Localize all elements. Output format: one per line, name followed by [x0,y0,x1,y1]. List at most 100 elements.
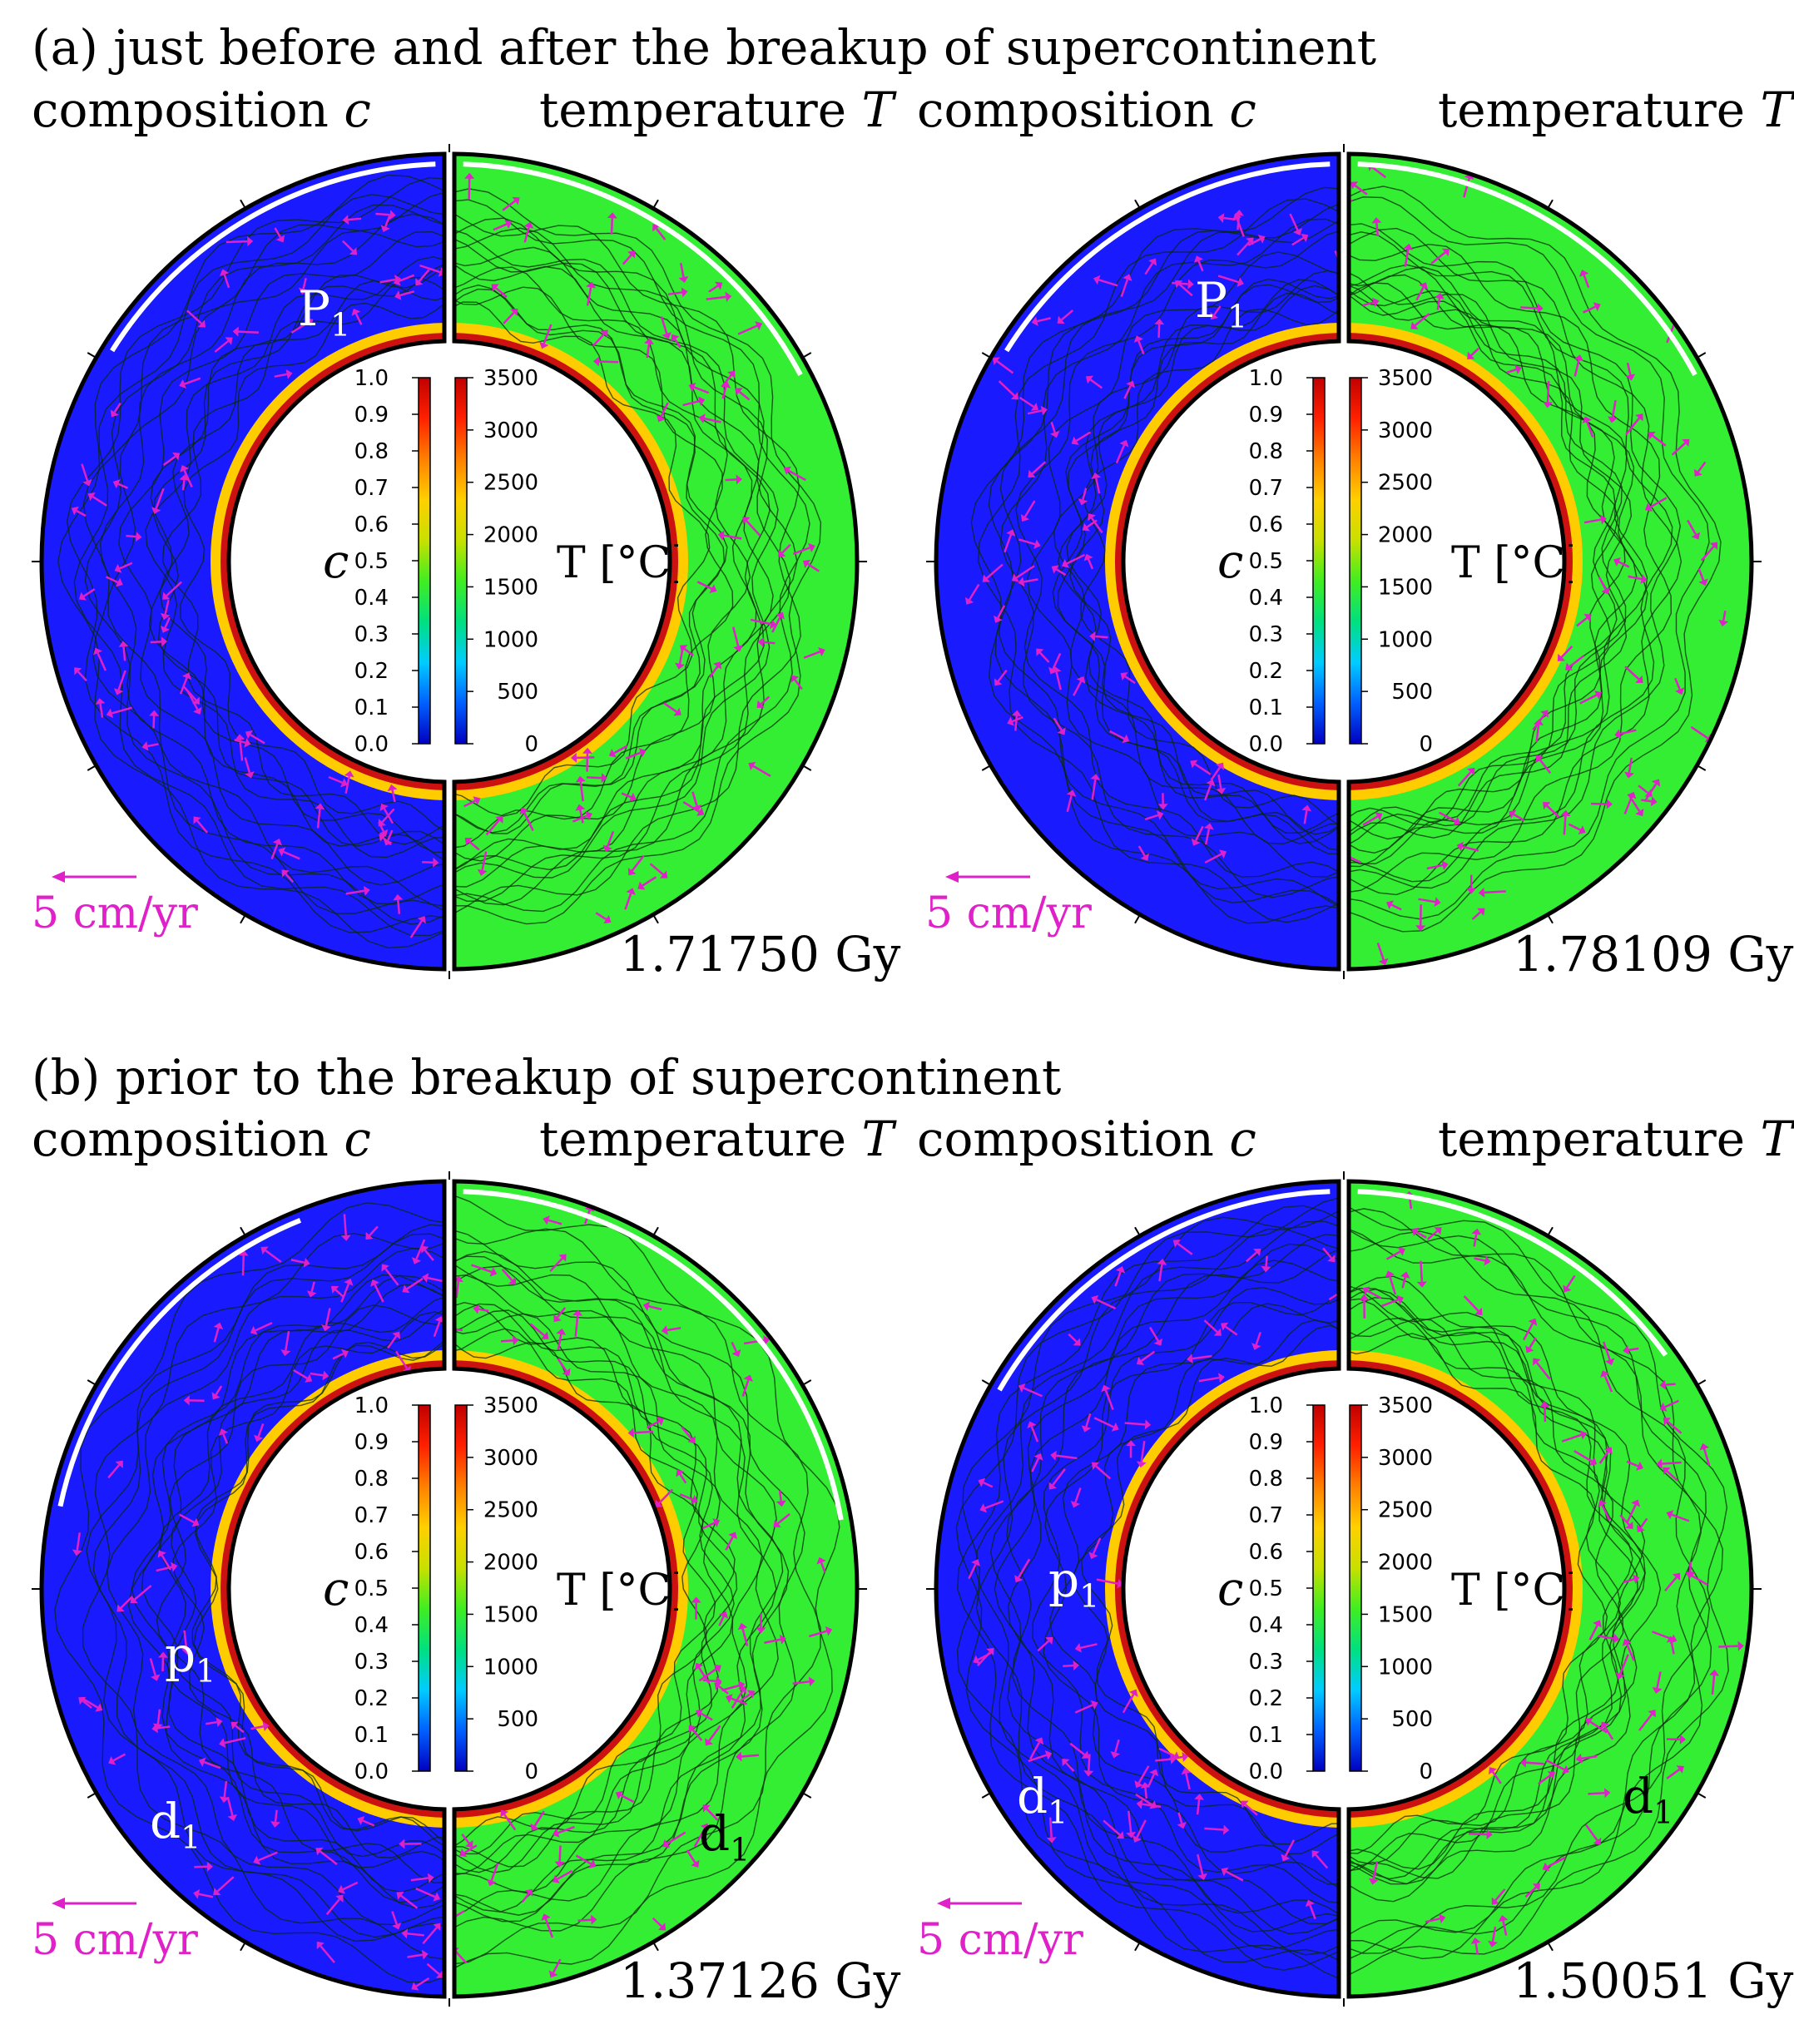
panel-b-right-temp-header: temperature T [1438,1111,1793,1167]
panel-a-left-temp-header: temperature T [539,82,895,138]
t-tick-label: 3000 [1378,418,1433,443]
t-tick-label: 1000 [483,627,538,652]
t-tick-label: 1500 [1378,1602,1433,1627]
c-tick-label: 0.8 [1249,439,1283,464]
colorbar-t-label: T [°C] [1451,1566,1573,1616]
t-tick-label: 0 [524,732,538,757]
t-tick-label: 1000 [1378,627,1433,652]
panel-b-left-temp-header: temperature T [539,1111,895,1167]
c-tick-label: 0.6 [354,1540,389,1565]
panel-a-right-colorbars: 1.0 0.9 0.8 0.7 0.6 0.5 0.4 0.3 0.2 0.1 0.0 3500 300… [1217,366,1573,757]
t-tick-label: 1000 [1378,1655,1433,1680]
t-tick-label: 3000 [1378,1446,1433,1471]
c-tick-label: 0.8 [354,1467,389,1492]
t-tick-label: 0 [1419,1759,1433,1784]
panel-b-right-plume-label: p1 [1048,1552,1100,1615]
c-tick-label: 0.8 [1249,1467,1283,1492]
panel-b-left-time: 1.37126 Gy [620,1952,901,2009]
velocity-arrow-icon [52,871,136,883]
colorbar-c-label: c [1217,1562,1243,1616]
t-tick-label: 2500 [1378,1498,1433,1523]
velocity-arrow-icon [937,1898,1022,1909]
colorbar-c-label: c [323,1562,349,1616]
velocity-arrow-icon [945,871,1030,883]
velocity-arrow-icon [52,1898,136,1909]
t-tick-label: 0 [1419,732,1433,757]
t-tick-label: 500 [1391,680,1433,705]
colorbar-t-label: T [°C] [557,538,678,588]
c-tick-label: 0.1 [354,1723,389,1748]
c-tick-label: 0.6 [1249,1540,1283,1565]
c-tick-label: 0.8 [354,439,389,464]
panel-b-left-annulus [32,1171,867,2007]
c-tick-label: 0.5 [354,1576,389,1601]
c-tick-label: 0.0 [354,1759,389,1784]
c-tick-label: 0.1 [1249,1723,1283,1748]
t-tick-label: 2500 [483,1498,538,1523]
panel-b-right-velocity-scale: 5 cm/yr [917,1898,1083,1962]
c-tick-label: 0.7 [354,1503,389,1528]
t-tick-label: 2500 [483,471,538,496]
panel-a-right-velocity-scale: 5 cm/yr [925,871,1092,935]
t-tick-label: 2000 [483,523,538,548]
c-tick-label: 1.0 [1249,1393,1283,1418]
panel-b-title: (b) prior to the breakup of supercontine… [32,1049,1062,1106]
panel-a-left-annulus [32,144,867,979]
t-tick-label: 3500 [1378,1393,1433,1418]
c-tick-label: 0.9 [1249,1430,1283,1455]
c-tick-label: 0.9 [354,403,389,428]
c-tick-label: 0.3 [354,622,389,647]
panel-a-title: (a) just before and after the breakup of… [32,19,1377,76]
panel-a-left-plume-label: P1 [298,280,351,344]
c-tick-label: 0.3 [1249,1650,1283,1675]
c-tick-label: 0.2 [354,659,389,684]
c-tick-label: 1.0 [1249,366,1283,391]
c-tick-label: 0.1 [354,695,389,720]
c-tick-label: 0.4 [354,1613,389,1638]
t-tick-label: 3500 [1378,366,1433,391]
t-tick-label: 2000 [483,1551,538,1576]
c-tick-label: 0.2 [354,1686,389,1711]
c-tick-label: 0.6 [354,512,389,537]
panel-b-right-down-label: d1 [1017,1768,1068,1831]
panel-a-right-plume-label: P1 [1195,272,1248,335]
panel-b-right-down-label-t: d1 [1623,1768,1674,1831]
t-tick-label: 500 [1391,1707,1433,1732]
panel-b-left-down-label: d1 [150,1793,201,1856]
c-tick-label: 0.5 [354,549,389,574]
c-tick-label: 1.0 [354,366,389,391]
t-tick-label: 500 [497,680,538,705]
c-tick-label: 0.7 [1249,1503,1283,1528]
c-tick-label: 0.6 [1249,512,1283,537]
c-tick-label: 0.7 [1249,476,1283,501]
colorbar-c-label: c [1217,535,1243,589]
c-tick-label: 0.3 [1249,622,1283,647]
c-tick-label: 0.4 [1249,1613,1283,1638]
panel-b-left-colorbars: 1.0 0.9 0.8 0.7 0.6 0.5 0.4 0.3 0.2 0.1 0.0 3500 300… [323,1393,678,1784]
c-tick-label: 0.2 [1249,1686,1283,1711]
c-tick-label: 0.7 [354,476,389,501]
panel-a-left-velocity-scale: 5 cm/yr [32,871,198,935]
t-tick-label: 0 [524,1759,538,1784]
panel-a-right-time: 1.78109 Gy [1513,926,1794,982]
colorbar-t-label: T [°C] [557,1566,678,1616]
panel-a-right-temp-header: temperature T [1438,82,1793,138]
t-tick-label: 3500 [483,1393,538,1418]
panel-a-right-comp-header: composition c [917,82,1256,138]
colorbar-t-label: T [°C] [1451,538,1573,588]
t-tick-label: 3000 [483,1446,538,1471]
panel-a-left-colorbars: 1.0 0.9 0.8 0.7 0.6 0.5 0.4 0.3 0.2 0.1 0.0 3500 300… [323,366,678,757]
c-tick-label: 0.5 [1249,549,1283,574]
panel-b-left-down-label-t: d1 [699,1805,751,1868]
panel-a-left-time: 1.71750 Gy [620,926,901,982]
panel-b-left-comp-header: composition c [32,1111,371,1167]
colorbar-c-label: c [323,535,349,589]
panel-b-right-comp-header: composition c [917,1111,1256,1167]
panel-a-left-comp-header: composition c [32,82,371,138]
c-tick-label: 0.9 [1249,403,1283,428]
panel-b-left-plume-label: p1 [165,1626,216,1690]
c-tick-label: 0.1 [1249,695,1283,720]
c-tick-label: 0.3 [354,1650,389,1675]
c-tick-label: 0.2 [1249,659,1283,684]
c-tick-label: 0.5 [1249,1576,1283,1601]
